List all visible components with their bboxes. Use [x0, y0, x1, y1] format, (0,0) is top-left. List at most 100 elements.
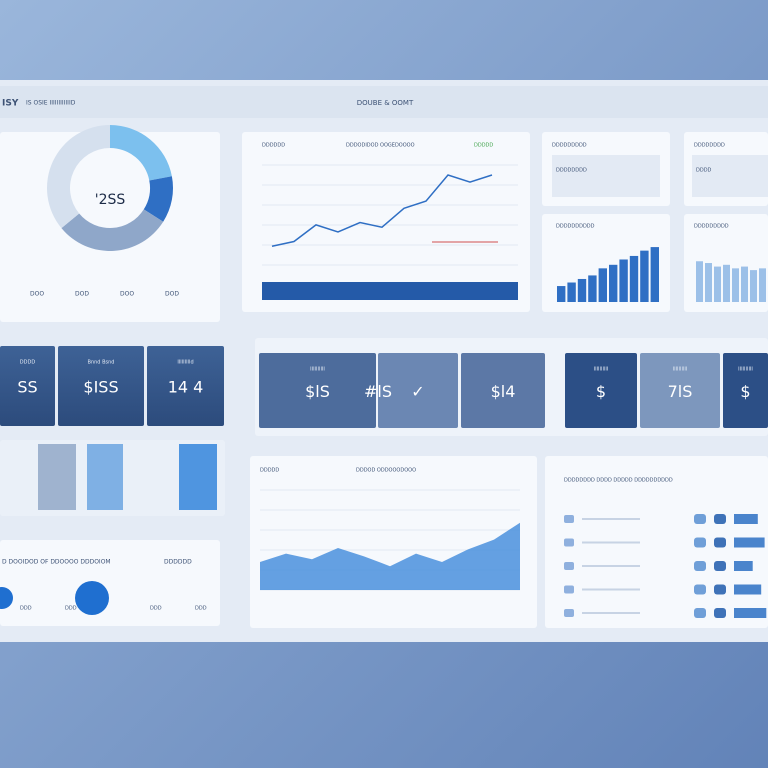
- bar: [732, 268, 739, 302]
- bar: [629, 255, 639, 302]
- panel-side: DDDDDD: [164, 559, 192, 566]
- icon-label: DDD: [195, 606, 207, 612]
- row-icon: [564, 538, 574, 547]
- kpi-value: $lS: [305, 382, 330, 401]
- bar: [567, 282, 576, 302]
- row-chip: [694, 537, 706, 548]
- kpi-card: [259, 353, 376, 428]
- mini-card: [179, 444, 217, 510]
- donut-hole: [71, 149, 149, 227]
- donut-label: DOD: [165, 291, 179, 298]
- bar: [741, 266, 748, 302]
- kpi-card: [147, 346, 224, 426]
- bar: [577, 278, 587, 302]
- donut-segment: [110, 125, 172, 181]
- kpi-value: 7lS: [668, 382, 693, 401]
- kpi-label: Bnnd Bsnd: [88, 360, 115, 366]
- donut-segment: [46, 125, 110, 229]
- bar: [696, 261, 703, 302]
- row-chip: [714, 561, 726, 571]
- bar: [750, 270, 757, 302]
- row-icon: [564, 585, 574, 594]
- kpi-value: $: [740, 382, 750, 401]
- logo: ISY: [2, 99, 19, 109]
- bottom-left-panel: [0, 540, 220, 626]
- row-icon: [564, 562, 574, 570]
- panel-label: DDDD: [696, 168, 712, 174]
- avatar: [75, 581, 109, 615]
- header-bar: [0, 86, 768, 118]
- kpi-card: [640, 353, 720, 428]
- kpi-label: IIIIIIIIII: [310, 367, 325, 373]
- row-chip: [714, 584, 726, 595]
- kpi-label: DDDD: [20, 360, 36, 366]
- kpi-value: $ISS: [83, 378, 118, 397]
- bar: [759, 268, 766, 302]
- bar: [609, 264, 618, 302]
- progress-bar: [734, 514, 758, 524]
- bar: [650, 247, 659, 302]
- kpi-label: IIIIIIIIII: [738, 367, 753, 373]
- kpi-label: IIIIIIIIII: [673, 367, 688, 373]
- panel-subtitle: DDDOD ODDOOODOOO: [356, 468, 416, 474]
- row-chip: [694, 584, 706, 595]
- bar: [588, 275, 597, 302]
- bar: [723, 264, 730, 302]
- badge: DDDDD: [474, 143, 493, 149]
- row-icon: [564, 609, 574, 617]
- donut-center: '2SS: [95, 192, 126, 208]
- bar: [640, 250, 649, 302]
- bar: [557, 286, 566, 302]
- kpi-value: $l4: [491, 382, 516, 401]
- panel-subtitle: DDDODIDOD OOGEDOOOO: [346, 143, 415, 149]
- icon-label: DDD: [20, 606, 32, 612]
- donut-label: DOO: [30, 291, 44, 298]
- line-panel: [242, 132, 530, 312]
- kpi-value: SS: [17, 378, 37, 397]
- inset: [692, 155, 768, 197]
- row-chip: [714, 608, 726, 618]
- bar: [705, 263, 712, 302]
- area-series: [260, 522, 520, 590]
- kpi-card: [723, 353, 768, 428]
- inset: [552, 155, 660, 197]
- kpi-value: 14 4: [168, 378, 204, 397]
- donut-label: DOO: [120, 291, 134, 298]
- icon-label: DDD: [65, 606, 77, 612]
- kpi-value: #lS: [364, 382, 392, 401]
- header-title: DOUBE & OOMT: [357, 99, 414, 107]
- icon-label: DDD: [150, 606, 162, 612]
- panel-title: DDDDDDDDD: [694, 224, 729, 230]
- mini-card: [38, 444, 76, 510]
- panel-title: DDDDD: [260, 468, 279, 474]
- kpi-label: IIIIIIIIII: [594, 367, 609, 373]
- donut-segment: [61, 209, 164, 252]
- kpi-card: [378, 353, 458, 428]
- line-series: [271, 174, 493, 247]
- kpi-label: IIlIIIIIId: [177, 360, 193, 366]
- panel-title: DDDDDDDDD: [552, 143, 587, 149]
- table-header: [262, 282, 518, 300]
- donut-segment: [143, 176, 173, 222]
- kpi-card: [565, 353, 637, 428]
- panel-title: DDDDDDDD DDDD DDDDD DDDDDDDDDD: [564, 478, 673, 484]
- row-icon: [564, 515, 574, 523]
- avatar: [0, 587, 13, 609]
- progress-bar: [734, 584, 762, 595]
- bar: [714, 266, 721, 302]
- row-chip: [694, 608, 706, 618]
- panel-title: DDDDDDDDDD: [556, 224, 595, 230]
- kpi-value: ✓: [411, 382, 424, 401]
- bar: [619, 259, 628, 302]
- kpi-card: [58, 346, 144, 426]
- row-chip: [694, 514, 706, 524]
- panel-title: D DOOIDOD OF DDOOOO DDDOIOM: [2, 559, 111, 566]
- progress-bar: [734, 561, 753, 571]
- kpi-card: [0, 346, 55, 426]
- panel-label: DDDDDDDD: [556, 168, 587, 174]
- header-left: IS OSIE IIIIIIIIIIIID: [26, 100, 76, 107]
- kpi-card: [461, 353, 545, 428]
- row-chip: [714, 537, 726, 548]
